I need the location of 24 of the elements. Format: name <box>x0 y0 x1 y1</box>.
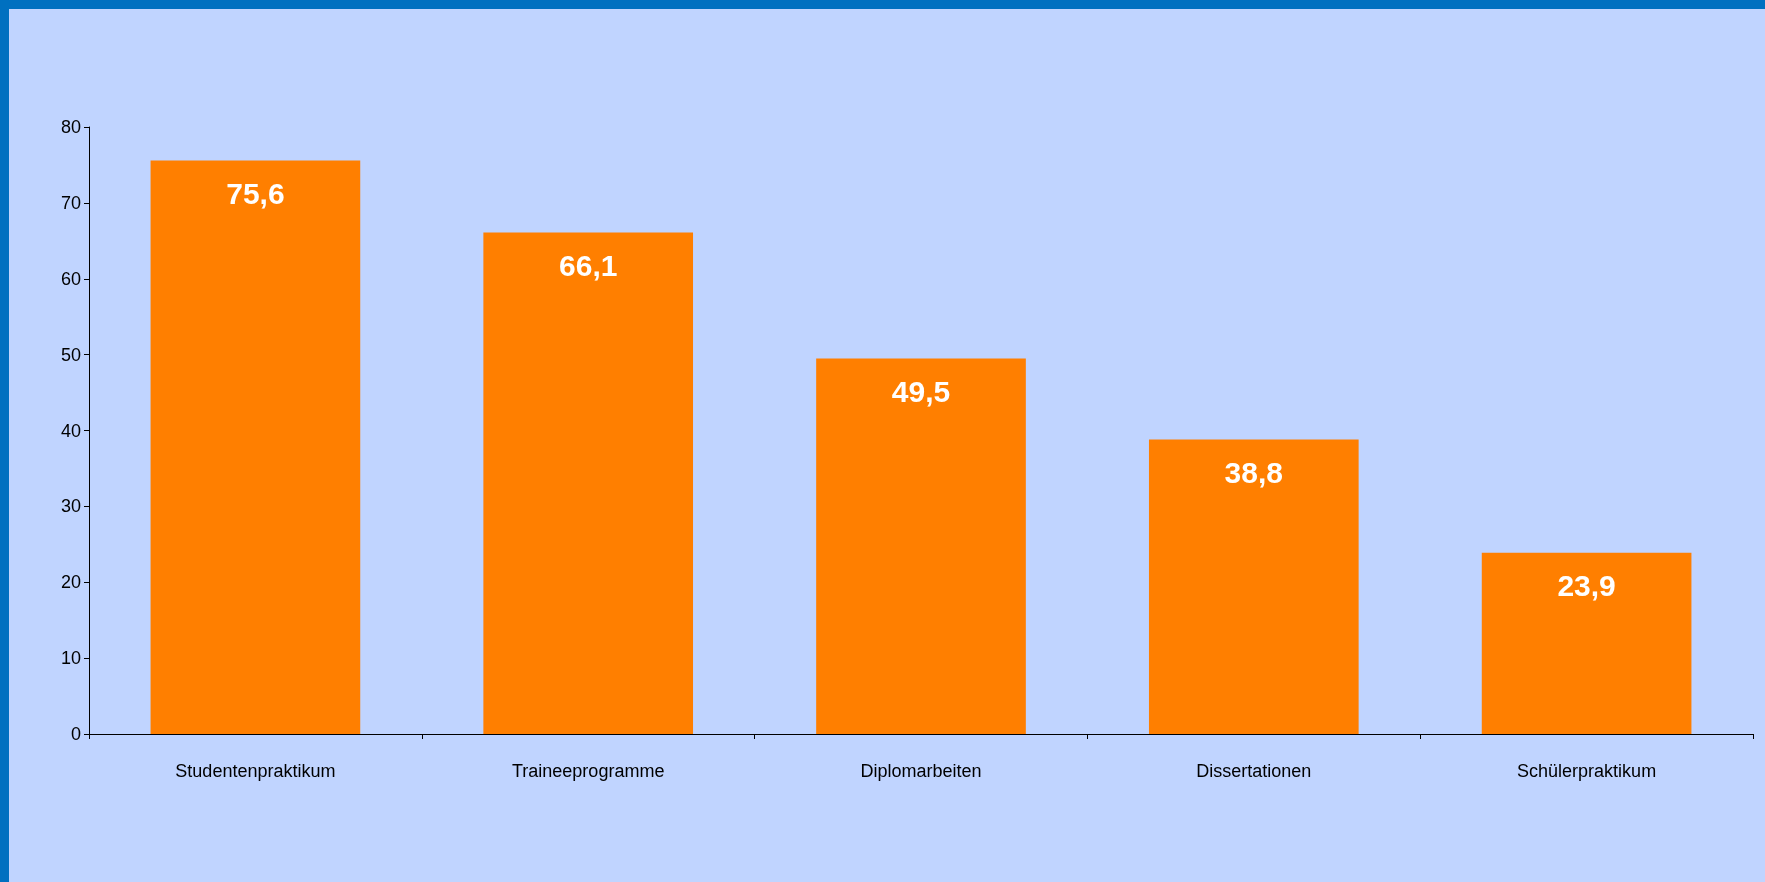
data-label: 23,9 <box>1557 569 1616 603</box>
bar <box>150 160 361 734</box>
data-label: 38,8 <box>1224 456 1283 490</box>
y-tick-label: 80 <box>60 117 81 137</box>
x-tick-label: Traineeprogramme <box>512 761 665 781</box>
y-tick-label: 70 <box>60 192 81 213</box>
y-tick-label: 60 <box>60 268 81 289</box>
x-tick-label: Schülerpraktikum <box>1517 761 1657 781</box>
data-label: 66,1 <box>559 248 618 282</box>
y-tick-label: 50 <box>60 344 81 365</box>
y-tick-label: 40 <box>60 420 81 441</box>
y-tick-label: 0 <box>70 724 81 744</box>
x-tick-label: Studentenpraktikum <box>175 761 336 781</box>
y-tick-label: 10 <box>60 648 81 669</box>
y-tick-label: 30 <box>60 496 81 517</box>
bar <box>816 358 1026 734</box>
bar <box>1148 439 1359 734</box>
x-tick-label: Dissertationen <box>1196 761 1312 781</box>
data-label: 49,5 <box>891 374 951 408</box>
bar <box>483 232 694 734</box>
bar <box>1481 552 1692 734</box>
data-label: 75,6 <box>226 176 285 210</box>
y-tick-label: 20 <box>60 572 81 593</box>
x-tick-label: Diplomarbeiten <box>860 761 982 781</box>
